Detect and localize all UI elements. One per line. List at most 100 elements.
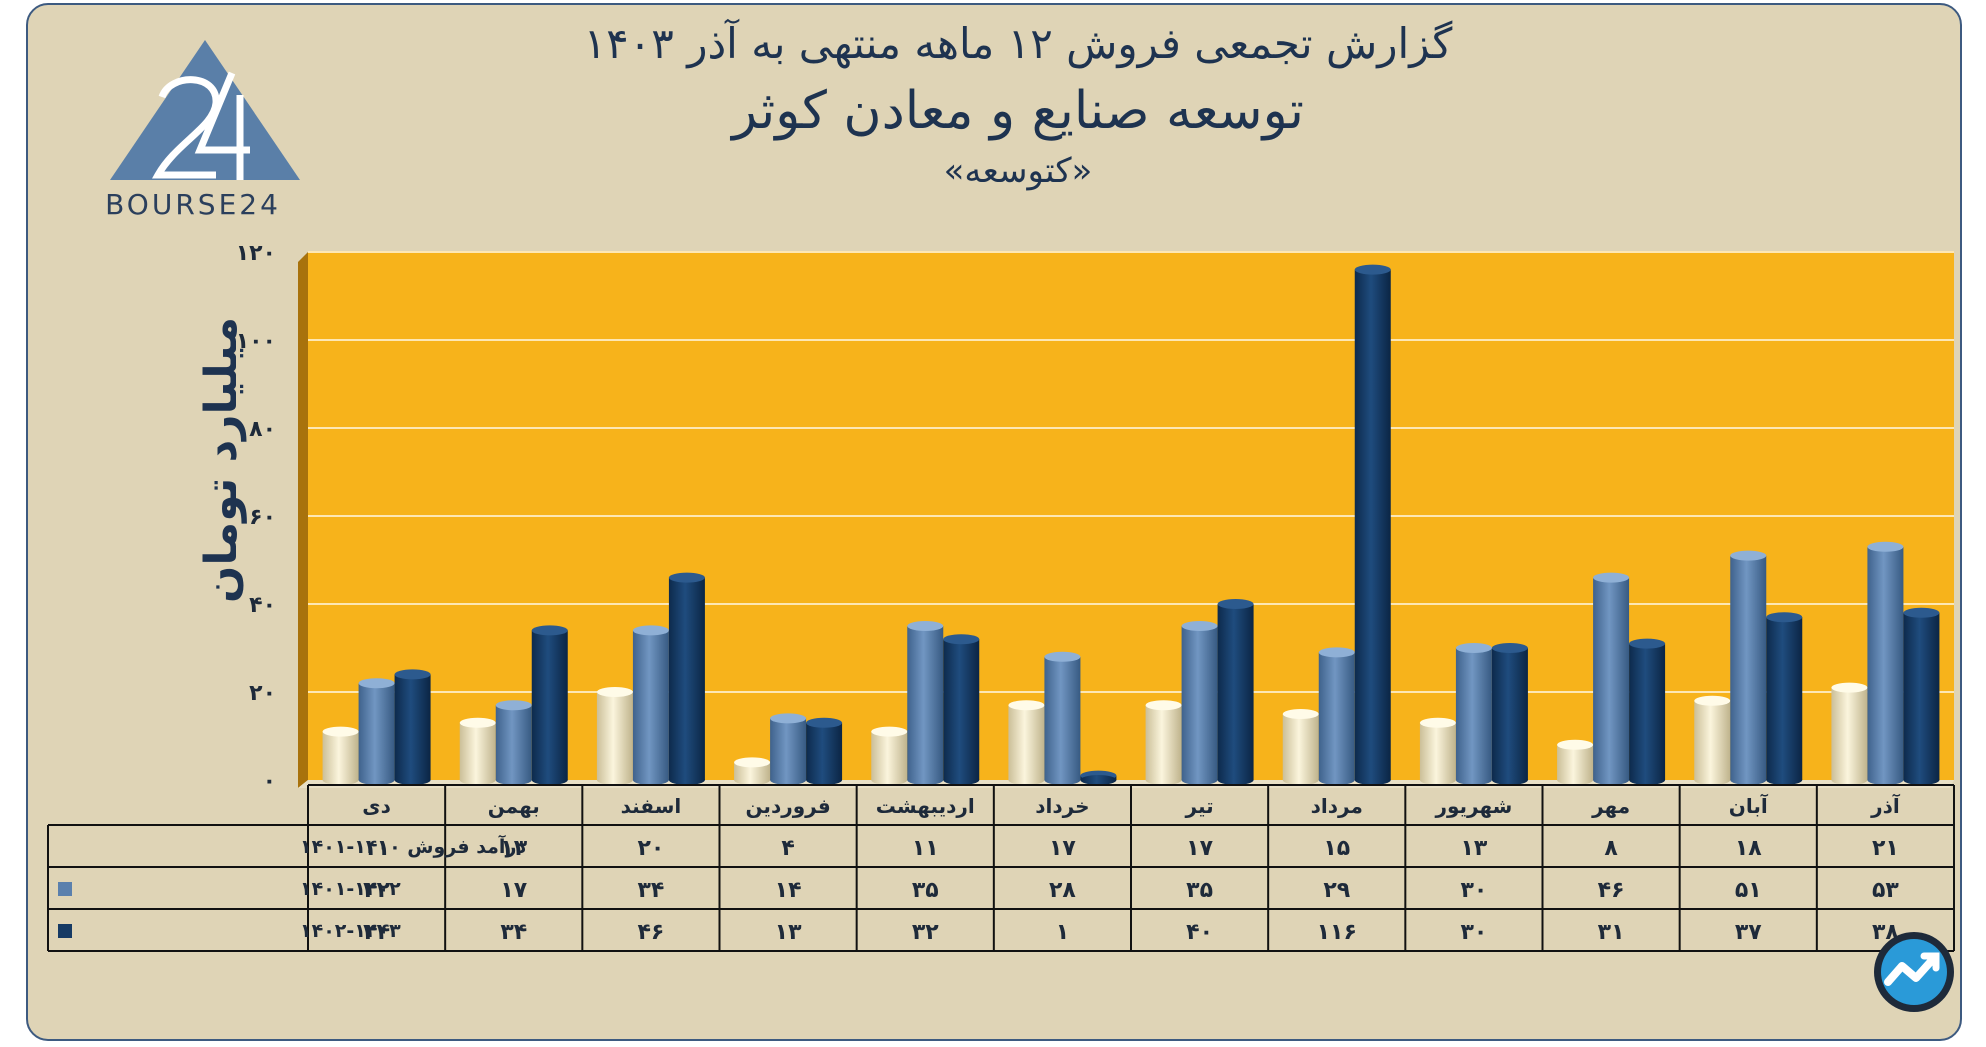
bar (1831, 687, 1868, 780)
data-label: ۲۸ (1049, 878, 1076, 903)
bar-cap (358, 678, 395, 689)
bar-cap (1419, 717, 1456, 728)
bar-cap (668, 572, 705, 583)
data-label: ۴۶ (1598, 878, 1625, 903)
bar-base (394, 775, 431, 785)
bar-cap (459, 717, 496, 728)
bar-base (907, 775, 944, 785)
bar-base (1008, 775, 1045, 785)
bar (1217, 604, 1254, 780)
data-label: ۱۵ (1323, 836, 1350, 861)
data-label: ۱۳ (500, 836, 527, 861)
bar-base (1593, 775, 1630, 785)
bar (322, 731, 359, 780)
y-tick-label: ۸۰ (249, 417, 276, 442)
bar-cap (596, 687, 633, 697)
bar (1903, 612, 1940, 780)
y-tick-label: ۰ (263, 769, 276, 794)
bar (1282, 714, 1319, 780)
bar-base (1903, 775, 1940, 785)
data-label: ۱۸ (1735, 836, 1762, 861)
bar (1008, 705, 1045, 780)
bar-base (1217, 775, 1254, 785)
bar (459, 722, 496, 780)
bar-base (1318, 775, 1355, 785)
data-label: ۱۷ (500, 878, 527, 903)
bar-cap (1455, 643, 1492, 653)
data-label: ۳۱ (1598, 920, 1625, 945)
bar-base (734, 775, 771, 785)
legend-swatch (58, 882, 72, 896)
data-label: ۲۰ (637, 836, 664, 861)
bar (1694, 700, 1731, 780)
bar (531, 630, 568, 780)
bar-base (1694, 775, 1731, 785)
data-label: ۲۲ (363, 878, 390, 903)
bar-cap (770, 713, 807, 724)
bar-base (1831, 775, 1868, 785)
bar-cap (1181, 621, 1218, 631)
bar-cap (632, 625, 669, 636)
y-tick-label: ۱۲۰ (236, 241, 276, 266)
bar-cap (1694, 695, 1731, 706)
corner-trend-logo (1874, 932, 1954, 1012)
bar-base (459, 775, 496, 785)
data-label: ۱ (1056, 920, 1069, 945)
bar-base (871, 775, 908, 785)
bar (394, 674, 431, 780)
bar-base (1557, 775, 1594, 785)
x-tick-label: آبان (1729, 793, 1769, 818)
bar-cap (1491, 643, 1528, 653)
bourse24-logo (110, 40, 300, 180)
legend-swatch (58, 924, 72, 938)
bar-base (770, 775, 807, 785)
bar-base (1730, 775, 1767, 785)
data-label: ۱۴ (775, 878, 802, 903)
x-tick-label: فروردین (745, 794, 830, 818)
brand-text: BOURSE24 (105, 188, 281, 221)
bar-base (1282, 775, 1319, 785)
company-name: توسعه صنایع و معادن کوثر (732, 81, 1304, 141)
bar (1354, 269, 1391, 780)
x-tick-label: تیر (1185, 794, 1214, 818)
bar (358, 683, 395, 780)
bar-cap (1318, 647, 1355, 658)
bar-base (322, 775, 359, 785)
data-label: ۱۱۶ (1317, 920, 1357, 945)
bar-cap (1557, 739, 1594, 750)
data-label: ۲۹ (1323, 878, 1350, 903)
x-tick-label: آذر (1870, 793, 1901, 818)
bar (1491, 648, 1528, 780)
bar (495, 705, 532, 780)
bar-cap (495, 700, 532, 711)
x-tick-label: بهمن (488, 794, 540, 818)
data-label: ۱۳ (1460, 836, 1487, 861)
bar-cap (1354, 264, 1391, 275)
bar-base (596, 775, 633, 785)
bar-cap (1766, 612, 1803, 623)
bar (1145, 705, 1182, 780)
bar (1867, 546, 1904, 780)
bar (1730, 555, 1767, 780)
bar (1766, 617, 1803, 780)
bar-cap (734, 757, 771, 768)
bar-base (668, 775, 705, 785)
data-label: ۱۱ (363, 836, 390, 861)
bar-base (1629, 775, 1666, 785)
plot-side-wall (298, 252, 308, 788)
bar-base (1181, 775, 1218, 785)
bar (632, 630, 669, 780)
x-tick-label: شهریور (1434, 794, 1512, 818)
bar-cap (1867, 541, 1904, 552)
data-label: ۱۳ (775, 920, 802, 945)
bar-base (632, 775, 669, 785)
legend-label: درآمد فروش ۱۴۰۰-۱۴۰۱ (300, 834, 526, 858)
bar-cap (943, 634, 980, 645)
bar-cap (1217, 599, 1254, 609)
data-label: ۳۴ (500, 920, 527, 945)
data-label: ۵۳ (1872, 878, 1899, 903)
bar-cap (871, 726, 908, 737)
bar-base (531, 775, 568, 785)
data-label: ۸ (1604, 836, 1618, 861)
bar-base (1867, 775, 1904, 785)
